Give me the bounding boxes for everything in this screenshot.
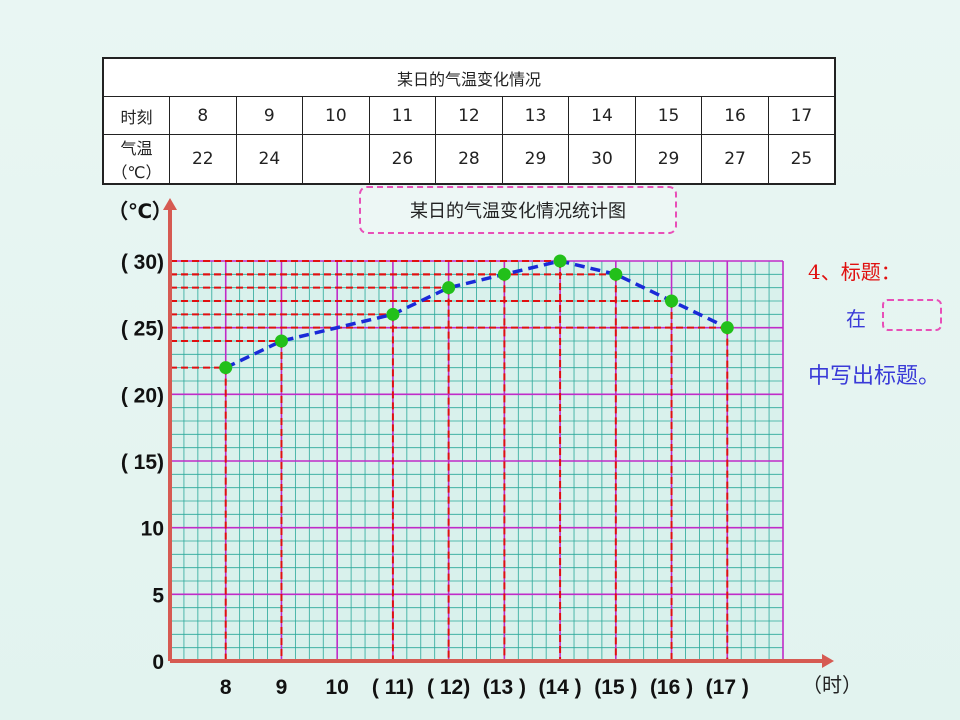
temp-cell: 22 <box>169 134 237 185</box>
y-axis-arrow <box>163 198 177 210</box>
x-axis-label: （时） <box>802 673 862 697</box>
time-cell: 17 <box>767 96 836 135</box>
time-cell: 15 <box>634 96 703 135</box>
time-cell: 8 <box>169 96 237 135</box>
x-tick-label: (17 ) <box>706 676 749 699</box>
y-tick-label: ( 30) <box>121 251 164 274</box>
temp-row: 气温（℃） 22 24 26 28 29 30 29 27 25 <box>102 134 836 185</box>
time-row: 时刻 8 9 10 11 12 13 14 15 16 17 <box>102 96 836 135</box>
y-tick-label: 5 <box>152 584 164 607</box>
y-tick-label: ( 20) <box>121 384 164 407</box>
x-tick-label: (13 ) <box>483 676 526 699</box>
y-tick-label: ( 15) <box>121 451 164 474</box>
temp-cell: 24 <box>235 134 304 185</box>
y-tick-label: 10 <box>141 518 164 541</box>
y-axis-label: （℃） <box>108 199 172 223</box>
note-write-text: 中写出标题。 <box>808 364 941 389</box>
temp-cell: 29 <box>501 134 570 185</box>
time-cell: 9 <box>235 96 304 135</box>
data-point <box>219 361 233 375</box>
temp-cell: 25 <box>767 134 836 185</box>
note-heading: 4、标题： <box>808 260 901 284</box>
data-point <box>442 281 456 295</box>
temp-cell: 30 <box>568 134 636 185</box>
data-point <box>274 334 288 348</box>
y-tick-label: 0 <box>152 651 164 674</box>
chart-title-box: 某日的气温变化情况统计图 <box>359 186 677 234</box>
x-tick-label: 9 <box>276 676 288 699</box>
guide-lines <box>170 260 729 661</box>
time-cell: 11 <box>368 96 437 135</box>
tick-labels: 0 5 10 ( 15) ( 20) ( 25) ( 30) 8 9 10 ( 11) ( 12) (1… <box>121 251 749 699</box>
time-cell: 14 <box>568 96 636 135</box>
time-cell: 16 <box>701 96 769 135</box>
x-tick-label: (14 ) <box>538 676 581 699</box>
x-tick-label: 8 <box>220 676 232 699</box>
y-tick-label: ( 25) <box>121 318 164 341</box>
series-group <box>219 254 734 375</box>
temp-cell: 29 <box>634 134 703 185</box>
data-point <box>497 267 511 281</box>
note-in-text: 在 <box>846 307 866 331</box>
time-row-label: 时刻 <box>102 96 171 135</box>
data-table: 某日的气温变化情况 时刻 8 9 10 11 12 13 14 15 16 17… <box>102 57 836 185</box>
time-cell: 13 <box>501 96 570 135</box>
temp-cell: 28 <box>435 134 503 185</box>
data-point <box>609 267 623 281</box>
data-point <box>386 307 400 321</box>
x-tick-label: (15 ) <box>594 676 637 699</box>
axes <box>163 198 834 668</box>
temp-row-label: 气温（℃） <box>102 134 171 185</box>
time-cell: 12 <box>435 96 503 135</box>
temp-cell <box>302 134 370 185</box>
x-axis-arrow <box>822 654 834 668</box>
x-tick-label: ( 11) <box>372 676 414 699</box>
chart-title: 某日的气温变化情况统计图 <box>410 201 626 222</box>
note-dashed-box <box>882 299 942 331</box>
x-tick-label: 10 <box>326 676 349 699</box>
x-tick-label: ( 12) <box>427 676 470 699</box>
data-point <box>720 321 734 335</box>
data-point <box>553 254 567 268</box>
x-tick-label: (16 ) <box>650 676 693 699</box>
temp-cell: 27 <box>701 134 769 185</box>
data-point <box>665 294 679 308</box>
